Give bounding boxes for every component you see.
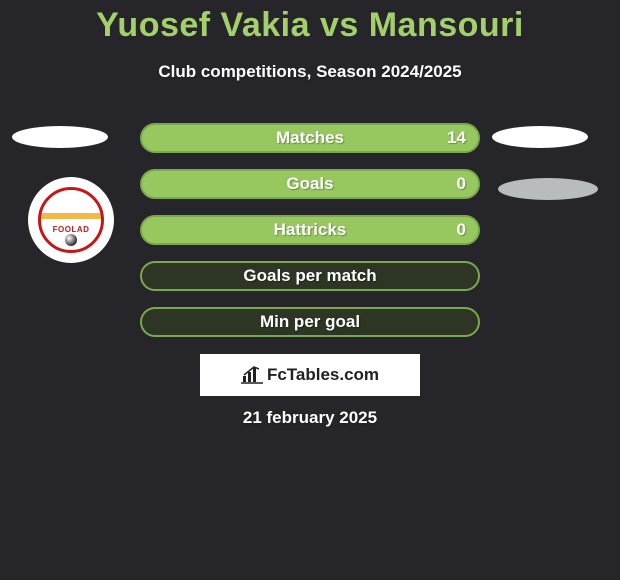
player-left-photo-placeholder: [12, 126, 108, 148]
stat-bar-label: Goals: [286, 174, 333, 194]
attribution-box: FcTables.com: [200, 354, 420, 396]
stat-bar: Matches 14: [140, 123, 480, 153]
club-badge-inner: FOOLAD: [38, 187, 104, 253]
soccer-ball-icon: [65, 234, 77, 246]
stat-bar: Hattricks 0: [140, 215, 480, 245]
club-badge-label: FOOLAD: [53, 225, 90, 234]
comparison-infographic: Yuosef Vakia vs Mansouri Club competitio…: [0, 0, 620, 580]
player-right-club-placeholder: [498, 178, 598, 200]
subtitle: Club competitions, Season 2024/2025: [0, 62, 620, 82]
stat-bar-label: Hattricks: [274, 220, 347, 240]
stat-bar-value: 0: [457, 220, 466, 240]
player-right-photo-placeholder: [492, 126, 588, 148]
bar-chart-icon: [241, 366, 263, 384]
page-title: Yuosef Vakia vs Mansouri: [0, 6, 620, 45]
stat-bar-value: 14: [447, 128, 466, 148]
attribution-text: FcTables.com: [267, 365, 379, 385]
stat-bar-value: 0: [457, 174, 466, 194]
player-left-club-badge: FOOLAD: [28, 177, 114, 263]
stat-bars: Matches 14 Goals 0 Hattricks 0 Goals per match…: [140, 123, 480, 353]
stat-bar: Min per goal: [140, 307, 480, 337]
stat-bar-label: Goals per match: [243, 266, 376, 286]
stat-bar: Goals 0: [140, 169, 480, 199]
stat-bar-label: Matches: [276, 128, 344, 148]
stat-bar: Goals per match: [140, 261, 480, 291]
stat-bar-label: Min per goal: [260, 312, 360, 332]
generation-date: 21 february 2025: [0, 408, 620, 428]
